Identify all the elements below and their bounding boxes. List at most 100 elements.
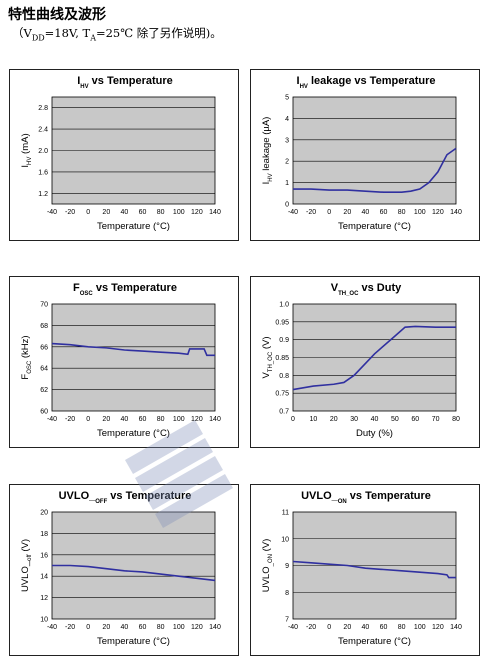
x-tick-label: -20 [65,624,75,631]
chart-panel-ihv-leakage: IHV leakage vs Temperature 0 1 2 3 4 5 -40 -20 0 2… [250,69,480,241]
x-tick-label: -20 [306,209,316,216]
chart-svg-uvlo-off: UVLO_OFF vs Temperature 10 12 14 16 18 20 -40 -2… [20,490,221,647]
y-tick-label: 1.2 [38,191,48,198]
x-tick-label: 100 [173,416,185,423]
x-tick-label: 60 [380,209,388,216]
x-tick-label: -40 [47,416,57,423]
x-tick-label: 40 [121,209,129,216]
x-tick-label: 80 [157,416,165,423]
x-tick-label: 140 [450,209,462,216]
x-tick-label: 60 [380,624,388,631]
y-tick-label: 9 [285,563,289,570]
x-tick-label: -40 [288,209,298,216]
x-tick-label: -40 [288,624,298,631]
x-tick-label: 100 [414,209,426,216]
series-line [292,325,456,391]
series-line [52,564,216,582]
x-tick-label: 20 [102,209,110,216]
y-tick-label: 2.8 [38,105,48,112]
y-tick-label: 66 [40,344,48,351]
y-tick-label: 0.9 [279,337,289,344]
y-tick-label: 1.6 [38,169,48,176]
x-tick-label: 120 [432,209,444,216]
x-tick-label: 80 [398,209,406,216]
y-axis-label: IHV (mA) [20,133,33,167]
y-tick-label: 20 [40,510,48,517]
y-tick-label: 2.4 [38,127,48,134]
y-tick-label: 2 [285,159,289,166]
x-axis-label: Duty (%) [356,428,393,439]
x-tick-label: 40 [362,624,370,631]
x-tick-label: 120 [432,624,444,631]
y-tick-label: 64 [40,366,48,373]
x-tick-label: 20 [343,209,351,216]
x-tick-label: 100 [173,624,185,631]
y-tick-label: 11 [282,510,289,517]
chart-svg-uvlo-on: UVLO_ON vs Temperature 7 8 9 10 11 -40 -20 0 20 40… [261,490,462,647]
y-tick-label: 3 [285,137,289,144]
y-tick-label: 8 [285,590,289,597]
y-tick-label: 1.0 [279,302,289,309]
x-tick-label: 100 [414,624,426,631]
x-tick-label: 140 [209,416,221,423]
y-tick-label: 60 [40,409,48,416]
x-tick-label: 120 [191,416,203,423]
x-tick-label: -40 [47,209,57,216]
chart-panel-uvlo-off: UVLO_OFF vs Temperature 10 12 14 16 18 20 -40 -2… [9,484,239,656]
x-tick-label: 0 [327,624,331,631]
chart-svg-fosc: FOSC vs Temperature 60 62 64 66 68 70 -40 -20 0 20… [20,282,221,439]
x-tick-label: 120 [191,624,203,631]
y-tick-label: 10 [40,617,48,624]
series-line [292,560,456,579]
x-tick-label: 140 [209,624,221,631]
x-axis-label: Temperature (°C) [338,221,411,232]
y-axis-label: FOSC (kHz) [20,335,33,379]
y-tick-label: 4 [285,116,289,123]
x-tick-label: 120 [191,209,203,216]
x-tick-label: 80 [157,624,165,631]
y-axis-label: VTH_OC (V) [261,337,274,379]
chart-svg-ihv-leakage: IHV leakage vs Temperature 0 1 2 3 4 5 -40 -20 0 2… [261,75,462,232]
x-tick-label: -20 [65,209,75,216]
x-axis-label: Temperature (°C) [338,636,411,647]
chart-svg-vth-oc: VTH_OC vs Duty 0.7 0.75 0.8 0.85 0.9 0.95 1.0 0 1… [261,282,460,439]
x-tick-label: 40 [121,624,129,631]
x-tick-label: 20 [102,416,110,423]
x-tick-label: 0 [86,416,90,423]
chart-panel-fosc: FOSC vs Temperature 60 62 64 66 68 70 -40 -20 0 20… [9,276,239,448]
y-tick-label: 10 [281,536,289,543]
y-tick-label: 0.8 [279,373,289,380]
y-tick-label: 62 [40,387,48,394]
x-tick-label: 20 [330,416,338,423]
x-tick-label: -40 [47,624,57,631]
x-tick-label: 70 [432,416,440,423]
x-tick-label: 80 [157,209,165,216]
x-tick-label: 30 [350,416,358,423]
chart-svg-ihv: IHV vs Temperature 1.2 1.6 2.0 2.4 2.8 -40 -20 0… [20,75,221,232]
y-tick-label: 5 [285,95,289,102]
x-tick-label: 0 [86,624,90,631]
plot-area [51,303,216,412]
chart-title: IHV leakage vs Temperature [297,75,436,90]
x-tick-label: 20 [102,624,110,631]
y-tick-label: 1 [285,180,289,187]
test-conditions: （VDD=18V, TA=25℃ 除了另作说明)。 [12,26,222,43]
x-axis-label: Temperature (°C) [97,428,170,439]
x-tick-label: 40 [371,416,379,423]
y-axis-label: UVLO_off (V) [20,539,33,592]
chart-panel-ihv: IHV vs Temperature 1.2 1.6 2.0 2.4 2.8 -40 -20 0… [9,69,239,241]
chart-panel-vth-oc: VTH_OC vs Duty 0.7 0.75 0.8 0.85 0.9 0.95 1.0 0 1… [250,276,480,448]
series-line [293,147,457,194]
x-axis-label: Temperature (°C) [97,221,170,232]
x-tick-label: -20 [65,416,75,423]
chart-title: VTH_OC vs Duty [331,282,402,297]
plot-area [292,96,457,205]
x-tick-label: 140 [209,209,221,216]
x-tick-label: 80 [452,416,460,423]
x-tick-label: 20 [343,624,351,631]
y-tick-label: 0.75 [275,391,289,398]
x-axis-label: Temperature (°C) [97,636,170,647]
y-tick-label: 68 [40,323,48,330]
x-tick-label: 100 [173,209,185,216]
x-tick-label: 60 [139,209,147,216]
